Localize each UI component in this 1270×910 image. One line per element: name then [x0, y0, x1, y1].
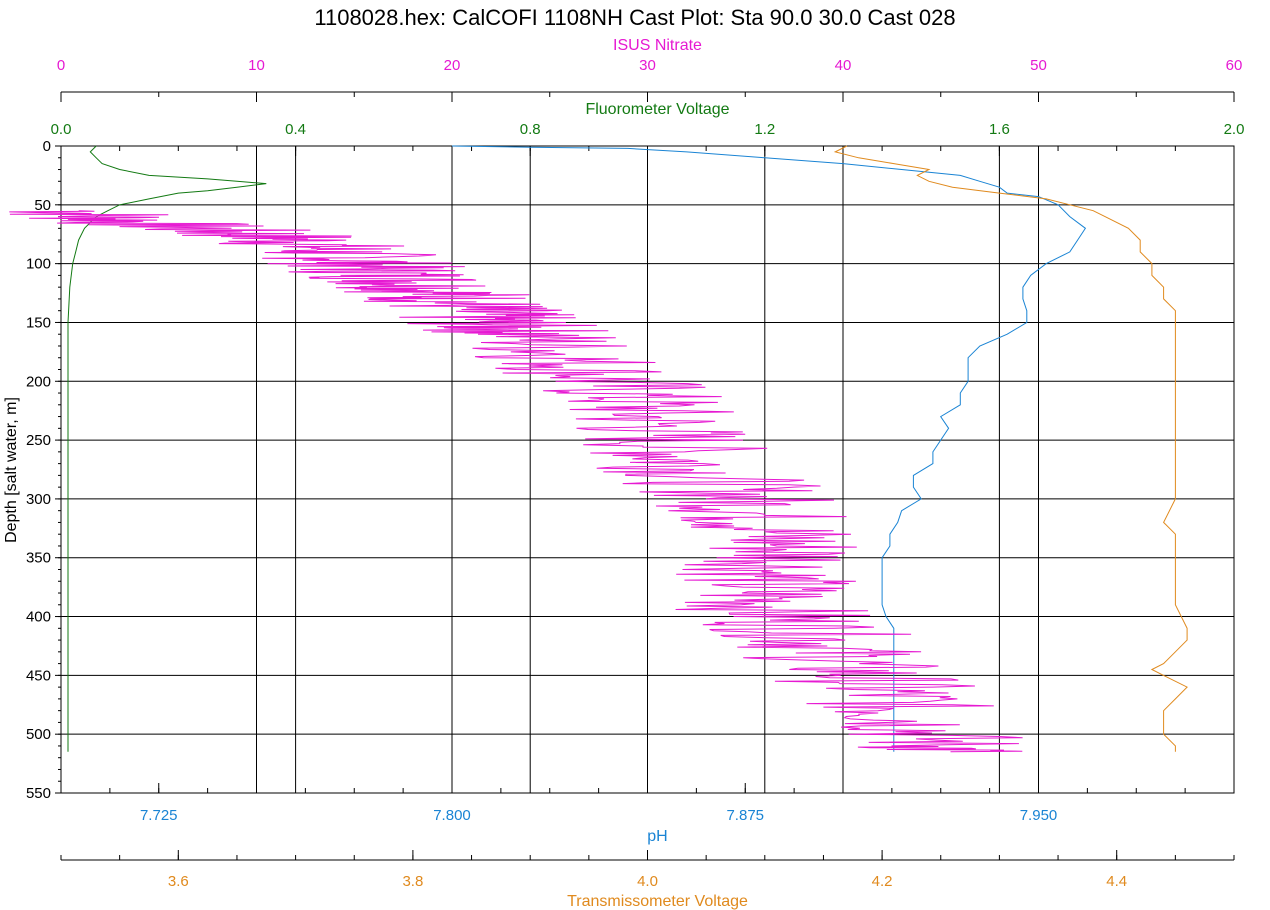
fluor-tick-label: 1.2 — [754, 121, 775, 138]
fluor-tick-label: 0.4 — [285, 121, 306, 138]
gridlines — [61, 146, 1234, 793]
nitrate-tick-label: 50 — [1030, 57, 1047, 74]
nitrate-axis: 0 10 20 30 40 50 60 ISUS Nitrate — [57, 37, 1243, 102]
y-tick-label: 200 — [26, 373, 51, 390]
y-tick-label: 100 — [26, 256, 51, 273]
nitrate-tick-label: 0 — [57, 57, 65, 74]
y-tick-label: 50 — [34, 197, 51, 214]
nitrate-series-line — [9, 210, 1023, 753]
nitrate-tick-label: 30 — [639, 57, 656, 74]
nitrate-tick-label: 40 — [835, 57, 852, 74]
y-axis-title: Depth [salt water, m] — [3, 397, 20, 543]
y-tick-label: 250 — [26, 432, 51, 449]
y-tick-label: 150 — [26, 314, 51, 331]
nitrate-tick-label: 20 — [444, 57, 461, 74]
trans-series-line — [833, 145, 1188, 752]
trans-tick-label: 3.6 — [168, 873, 189, 890]
ph-axis-title: pH — [647, 828, 667, 845]
series-layer — [9, 145, 1188, 753]
chart-title: 1108028.hex: CalCOFI 1108NH Cast Plot: S… — [314, 5, 955, 30]
y-tick-label: 400 — [26, 609, 51, 626]
y-tick-label: 350 — [26, 550, 51, 567]
trans-axis-title: Transmissometer Voltage — [567, 893, 748, 910]
ph-tick-label: 7.950 — [1020, 807, 1058, 824]
y-tick-label: 500 — [26, 726, 51, 743]
y-tick-label: 300 — [26, 491, 51, 508]
fluor-series-line — [67, 145, 267, 752]
axes: 0 50 100 150 200 250 300 350 400 450 500 550 0 10 20 30… — [26, 37, 1244, 910]
nitrate-axis-title: ISUS Nitrate — [613, 37, 702, 54]
ph-tick-label: 7.875 — [726, 807, 764, 824]
trans-tick-label: 3.8 — [402, 873, 423, 890]
nitrate-tick-label: 60 — [1226, 57, 1243, 74]
fluor-tick-label: 1.6 — [989, 121, 1010, 138]
ph-tick-label: 7.800 — [433, 807, 471, 824]
ph-series-line — [451, 145, 1087, 752]
nitrate-tick-label: 10 — [248, 57, 265, 74]
y-tick-label: 550 — [26, 785, 51, 802]
fluor-axis: 0.0 0.4 0.8 1.2 1.6 2.0 Fluorometer Voltage — [51, 101, 1245, 156]
trans-tick-label: 4.2 — [872, 873, 893, 890]
trans-tick-label: 4.0 — [637, 873, 658, 890]
fluor-tick-label: 0.0 — [51, 121, 72, 138]
y-tick-label: 450 — [26, 667, 51, 684]
fluor-tick-label: 0.8 — [520, 121, 541, 138]
fluor-axis-title: Fluorometer Voltage — [585, 101, 729, 118]
fluor-tick-label: 2.0 — [1224, 121, 1245, 138]
trans-axis: 3.6 3.8 4.0 4.2 4.4 Transmissometer Voltage — [60, 850, 1235, 910]
ph-axis: 7.725 7.800 7.875 7.950 pH — [60, 783, 1235, 845]
y-tick-label: 0 — [43, 138, 51, 155]
ph-tick-label: 7.725 — [140, 807, 178, 824]
trans-tick-label: 4.4 — [1106, 873, 1127, 890]
